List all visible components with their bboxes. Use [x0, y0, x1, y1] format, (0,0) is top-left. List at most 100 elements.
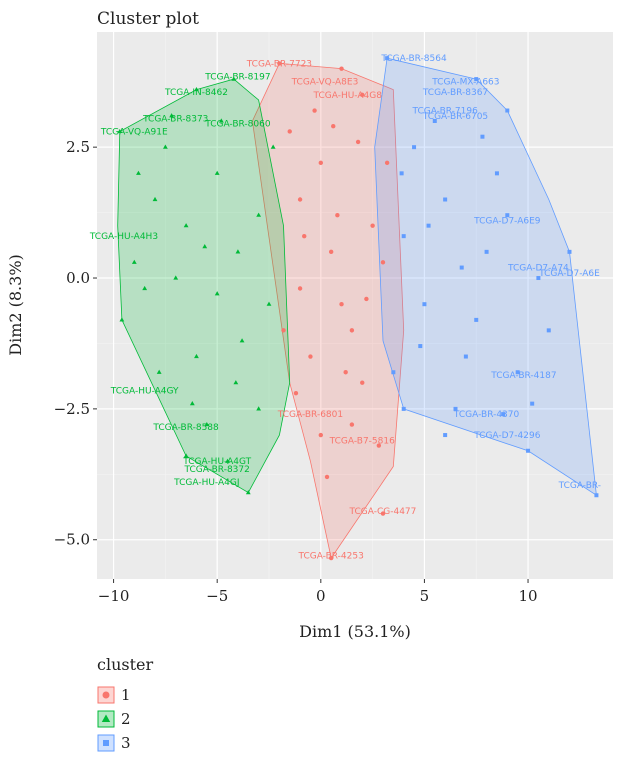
data-point — [453, 406, 458, 411]
data-point — [183, 453, 189, 458]
legend-item-1: 1 — [97, 686, 131, 704]
data-point — [169, 113, 175, 118]
data-point — [567, 249, 572, 254]
data-point — [335, 213, 340, 218]
data-point — [136, 170, 141, 175]
data-point — [432, 118, 437, 123]
data-point — [194, 353, 199, 359]
y-tick-label: 2.5 — [66, 138, 90, 156]
data-point — [385, 56, 390, 61]
data-point — [152, 196, 158, 202]
point-label: TCGA-BR-4253 — [297, 551, 363, 561]
data-point — [376, 443, 382, 448]
data-point — [318, 160, 324, 166]
data-point — [515, 370, 520, 375]
plot-panel — [97, 32, 613, 579]
point-label: TCGA-HU-A4GT — [182, 457, 251, 467]
point-label: TCGA-VQ-A91E — [100, 127, 168, 137]
data-point — [384, 160, 390, 166]
data-point — [480, 134, 485, 139]
data-point — [459, 265, 464, 270]
y-tick-label: −5.0 — [54, 531, 90, 549]
data-point — [370, 223, 375, 228]
point-label: TCGA-BR-8373 — [142, 114, 208, 124]
point-label: TCGA-HU-A4GY — [110, 387, 179, 397]
cluster-points — [117, 56, 599, 561]
data-point — [202, 244, 208, 249]
data-point — [239, 338, 245, 343]
point-label: TCGA-D7-A74 — [507, 264, 569, 274]
data-point — [119, 317, 125, 322]
data-point — [235, 249, 241, 254]
point-label: TCGA-MX-A663 — [431, 78, 499, 88]
point-label: TCGA-BR-8060 — [204, 120, 271, 130]
data-point — [391, 370, 396, 375]
data-point — [318, 432, 324, 438]
x-tick-label: −5 — [206, 587, 228, 605]
data-point — [277, 61, 282, 66]
data-point — [214, 291, 220, 296]
data-point — [505, 213, 510, 218]
data-point — [328, 249, 334, 255]
data-point — [339, 301, 344, 307]
data-point — [501, 412, 506, 417]
x-tick-label: 0 — [316, 587, 326, 605]
point-label: TCGA-CG-4477 — [349, 507, 417, 517]
data-point — [349, 328, 355, 333]
data-point — [308, 354, 313, 359]
point-label: TCGA-D7-A6E — [538, 269, 600, 279]
data-point — [297, 286, 303, 291]
data-point — [349, 422, 355, 427]
data-point — [401, 234, 406, 239]
legend-label-1: 1 — [121, 686, 131, 704]
legend-item-2: 2 — [97, 710, 131, 728]
point-label: TCGA-BR-8372 — [184, 465, 250, 475]
data-point — [401, 406, 406, 411]
data-point — [380, 511, 386, 516]
data-point — [218, 118, 224, 123]
data-point — [194, 86, 199, 92]
legend-circle-icon — [102, 691, 110, 699]
data-point — [328, 555, 334, 561]
data-point — [162, 144, 168, 149]
data-point — [360, 380, 365, 385]
legend-triangle-icon — [101, 714, 111, 722]
data-point — [594, 493, 599, 498]
data-point — [422, 302, 427, 307]
data-point — [183, 223, 189, 228]
x-axis-title: Dim1 (53.1%) — [299, 622, 411, 641]
data-point — [474, 317, 479, 322]
legend: cluster 1 2 3 — [97, 655, 153, 752]
point-label: TCGA-BR-8367 — [422, 88, 488, 98]
x-tick-label: −10 — [98, 587, 130, 605]
data-point — [474, 77, 479, 82]
cluster-hull-2 — [117, 78, 291, 494]
data-point — [526, 448, 531, 453]
point-label: TCGA-BR-6801 — [277, 410, 343, 420]
point-label: TCGA-BR-8197 — [204, 72, 270, 82]
data-point — [463, 354, 468, 359]
data-point — [225, 458, 230, 463]
point-label: TCGA-HU-A4G8 — [313, 91, 383, 101]
data-point — [302, 233, 307, 239]
data-point — [426, 223, 431, 228]
data-point — [355, 139, 361, 145]
point-label: TCGA-BR-4370 — [453, 410, 520, 420]
data-point — [256, 212, 262, 217]
cluster-hull-1 — [251, 62, 405, 560]
point-label: TCGA-D7-4296 — [473, 431, 541, 441]
x-tick-label: 10 — [518, 587, 537, 605]
point-label: TCGA-VQ-A8E3 — [291, 78, 359, 88]
data-point — [443, 433, 448, 438]
data-point — [418, 344, 423, 349]
point-label: TCGA-BR-8588 — [152, 423, 219, 433]
data-point — [343, 370, 348, 375]
data-point — [530, 401, 535, 406]
y-axis: 2.5 0.0 −2.5 −5.0 — [54, 138, 97, 549]
legend-label-3: 3 — [121, 734, 131, 752]
point-label: TCGA-BR-7196 — [411, 107, 478, 117]
point-labels: TCGA-BR-7723 TCGA-VQ-A8E3 TCGA-HU-A4G8 TCGA… — [89, 54, 601, 561]
data-point — [287, 129, 292, 134]
data-point — [324, 474, 330, 480]
data-point — [412, 145, 417, 150]
